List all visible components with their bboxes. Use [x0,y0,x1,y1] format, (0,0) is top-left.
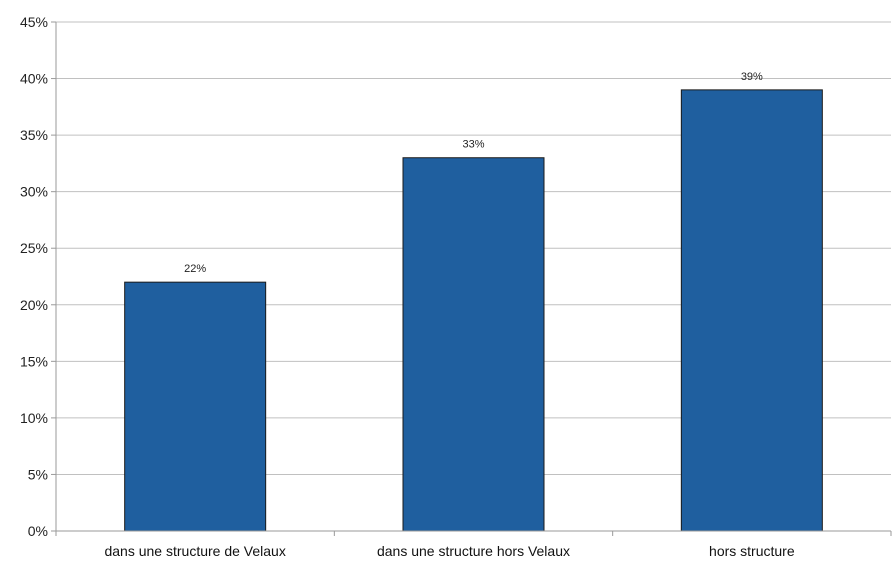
bar [680,89,823,532]
category-label: hors structure [709,543,795,559]
data-label: 22% [184,263,206,275]
y-axis-ticks: 0% 5% 10% 15% 20% 25% 30% 35% 40% 45% [20,14,56,539]
category-label: dans une structure hors Velaux [377,543,570,559]
data-label: 39% [741,71,763,83]
data-label: 33% [462,139,484,151]
y-tick-label: 10% [20,410,48,426]
y-tick-label: 5% [28,466,48,482]
y-tick-label: 45% [20,14,48,30]
y-tick-label: 25% [20,240,48,256]
bar [402,157,545,532]
axes [55,22,891,532]
x-axis-ticks [55,531,892,536]
category-labels: dans une structure de Velaux dans une str… [104,543,794,559]
bars [124,89,823,532]
y-tick-label: 20% [20,297,48,313]
y-tick-label: 0% [28,523,48,539]
y-tick-label: 30% [20,184,48,200]
category-label: dans une structure de Velaux [104,543,285,559]
bar [124,281,267,532]
data-labels: 22% 33% 39% [184,71,763,275]
y-tick-label: 15% [20,353,48,369]
y-tick-label: 35% [20,127,48,143]
y-tick-label: 40% [20,71,48,87]
